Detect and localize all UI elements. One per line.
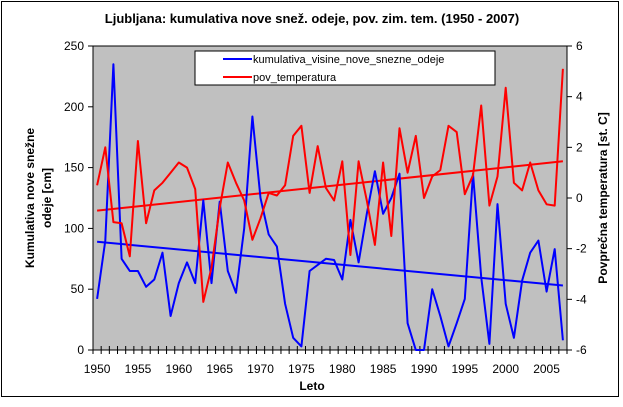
y2-tick-label: 2 — [576, 140, 583, 154]
legend-label-temperature: pov_temperatura — [253, 72, 337, 84]
y2-tick-label: 0 — [576, 191, 583, 205]
x-tick-label: 1985 — [370, 362, 397, 376]
y-axis-label-line1: Kumulativa nove snežne — [23, 128, 37, 268]
y-tick-label: 0 — [77, 343, 84, 357]
plot-area — [92, 45, 568, 351]
x-tick-label: 1965 — [206, 362, 233, 376]
trendline — [96, 160, 564, 212]
trendline — [96, 240, 564, 287]
y-tick-label: 50 — [71, 282, 85, 296]
x-tick-label: 1995 — [451, 362, 478, 376]
y2-tick-label: 4 — [576, 90, 583, 104]
x-tick-label: 1950 — [84, 362, 111, 376]
series-layer — [96, 63, 564, 351]
x-axis: 1950 1955 1960 1965 1970 1975 1980 1985 1990 1995… — [84, 346, 568, 376]
y2-axis-label: Povprečna temperatura [st. C] — [596, 112, 610, 283]
y-axis-right: -6 -4 -2 0 2 4 6 — [567, 39, 587, 357]
y2-tick-label: -2 — [576, 242, 587, 256]
legend-label-snow: kumulativa_visine_nove_snezne_odeje — [253, 54, 444, 66]
x-tick-label: 2005 — [533, 362, 560, 376]
legend: kumulativa_visine_nove_snezne_odeje pov_… — [194, 50, 496, 86]
x-axis-label: Leto — [299, 379, 324, 393]
x-tick-label: 1980 — [329, 362, 356, 376]
y-axis-left: 0 50 100 150 200 250 — [64, 39, 93, 357]
y2-tick-label: -6 — [576, 343, 587, 357]
y2-tick-label: 6 — [576, 39, 583, 53]
y-tick-label: 100 — [64, 221, 84, 235]
series-line — [96, 68, 564, 303]
y-axis-label-line2: odeje [cm] — [40, 168, 54, 228]
y-tick-label: 200 — [64, 100, 84, 114]
chart-title: Ljubljana: kumulativa nove snež. odeje, … — [105, 11, 519, 26]
y-tick-label: 150 — [64, 161, 84, 175]
x-tick-label: 1975 — [288, 362, 315, 376]
x-tick-label: 1970 — [247, 362, 274, 376]
y-tick-label: 250 — [64, 39, 84, 53]
series-line — [96, 63, 564, 351]
x-tick-label: 2000 — [492, 362, 519, 376]
x-tick-label: 1960 — [165, 362, 192, 376]
y2-tick-label: -4 — [576, 292, 587, 306]
x-tick-label: 1990 — [411, 362, 438, 376]
x-tick-label: 1955 — [125, 362, 152, 376]
